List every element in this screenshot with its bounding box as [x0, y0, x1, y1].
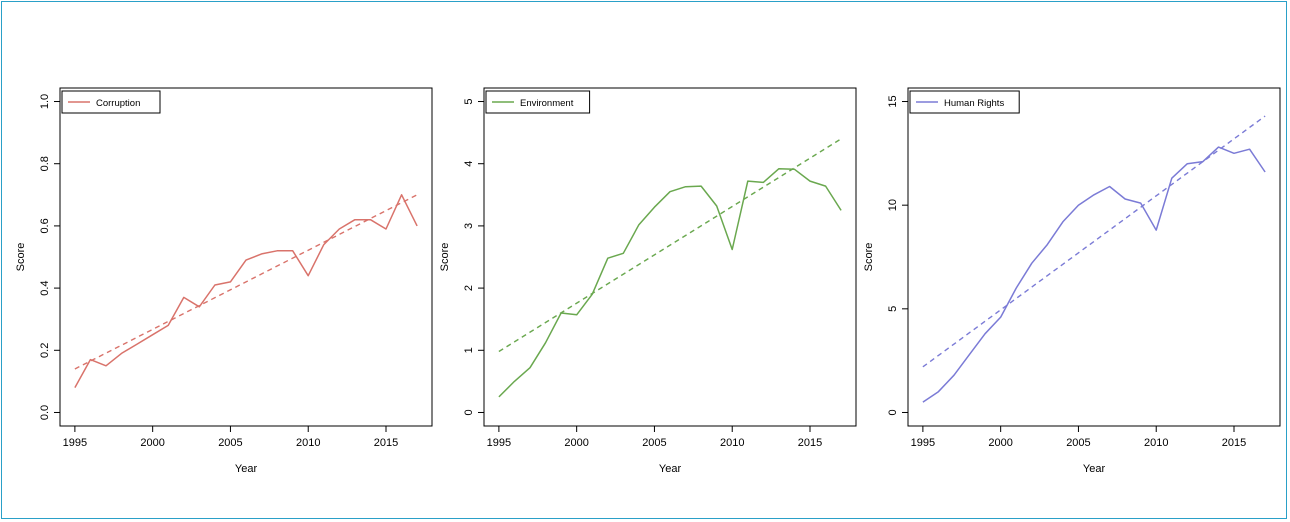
- human-rights-y-tick-label: 0: [887, 409, 899, 415]
- human-rights-legend-box: [909, 90, 1020, 114]
- human-rights-trend-line: [922, 115, 1266, 368]
- panel-human-rights: 1995 2000 2005 2010 2015 0 5 10 15 Year Score Human…: [863, 87, 1281, 475]
- environment-trend-line: [498, 138, 842, 353]
- human-rights-x-tick-label: 1995: [911, 437, 935, 449]
- corruption-y-axis-label: Score: [15, 243, 27, 272]
- environment-x-tick-label: 2015: [798, 437, 822, 449]
- environment-x-tick-label: 1995: [487, 437, 511, 449]
- environment-plot-box: [483, 87, 857, 427]
- human-rights-y-tick-label: 5: [887, 306, 899, 312]
- human-rights-x-tick-label: 2015: [1222, 437, 1246, 449]
- environment-x-tick-label: 2005: [642, 437, 666, 449]
- human-rights-series-line: [922, 146, 1266, 403]
- human-rights-x-axis-label: Year: [1083, 463, 1106, 475]
- panel-environment: 1995 2000 2005 2010 2015 0 1 2 3 4 5 Year Score Envir…: [439, 87, 857, 475]
- human-rights-x-tick-label: 2000: [988, 437, 1012, 449]
- corruption-series-line: [74, 194, 418, 388]
- human-rights-y-axis-label: Score: [863, 243, 875, 272]
- corruption-y-tick-label: 0.4: [39, 280, 51, 295]
- corruption-x-tick-label: 2005: [218, 437, 242, 449]
- human-rights-y-tick-label: 15: [887, 95, 899, 107]
- human-rights-legend-label: Human Rights: [944, 98, 1004, 109]
- environment-y-tick-label: 1: [463, 347, 475, 353]
- environment-x-tick-label: 2010: [720, 437, 744, 449]
- corruption-y-tick-label: 1.0: [39, 94, 51, 109]
- environment-series-line: [498, 167, 842, 398]
- corruption-legend-label: Corruption: [96, 98, 140, 109]
- corruption-y-tick-label: 0.6: [39, 218, 51, 233]
- corruption-plot-box: [59, 87, 433, 427]
- corruption-y-tick-label: 0.8: [39, 156, 51, 171]
- environment-y-tick-label: 0: [463, 409, 475, 415]
- environment-y-tick-label: 3: [463, 223, 475, 229]
- corruption-x-axis-label: Year: [235, 463, 258, 475]
- human-rights-y-tick-label: 10: [887, 199, 899, 211]
- environment-y-tick-label: 4: [463, 161, 475, 167]
- corruption-y-tick-label: 0.0: [39, 405, 51, 420]
- corruption-y-tick-label: 0.2: [39, 343, 51, 358]
- human-rights-x-tick-label: 2005: [1066, 437, 1090, 449]
- environment-y-axis-label: Score: [439, 243, 451, 272]
- environment-legend-box: [485, 90, 591, 114]
- corruption-x-tick-label: 2015: [374, 437, 398, 449]
- environment-x-tick-label: 2000: [564, 437, 588, 449]
- corruption-x-tick-label: 2010: [296, 437, 320, 449]
- corruption-trend-line: [74, 194, 418, 370]
- corruption-legend-box: [61, 90, 161, 114]
- environment-x-axis-label: Year: [659, 463, 682, 475]
- human-rights-x-tick-label: 2010: [1144, 437, 1168, 449]
- panel-corruption: 1995 2000 2005 2010 2015 0.0 0.2 0.4 0.6 0.8 1.0 Ye…: [15, 87, 433, 475]
- environment-y-tick-label: 5: [463, 98, 475, 104]
- environment-y-tick-label: 2: [463, 285, 475, 291]
- environment-legend-label: Environment: [520, 98, 574, 109]
- human-rights-plot-box: [907, 87, 1281, 427]
- corruption-x-tick-label: 2000: [140, 437, 164, 449]
- corruption-x-tick-label: 1995: [63, 437, 87, 449]
